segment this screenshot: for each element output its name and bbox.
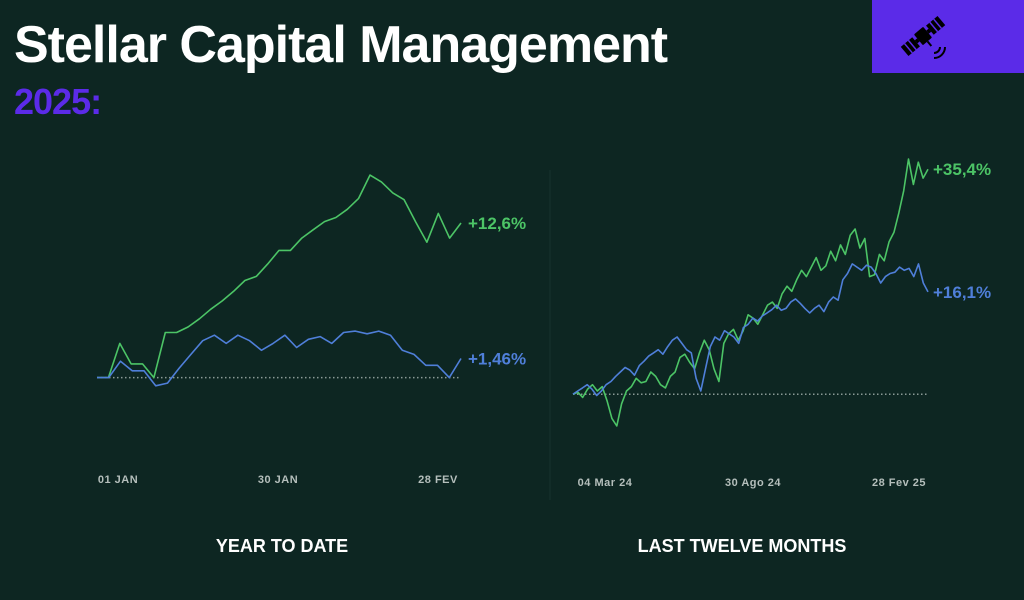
series-end-label-ytd-0: +12,6% xyxy=(468,214,526,233)
page-subtitle: 2025: xyxy=(14,81,102,122)
series-end-label-ltm-1: +16,1% xyxy=(933,283,991,302)
x-tick-label-ltm-0: 04 Mar 24 xyxy=(578,477,633,489)
brand-logo xyxy=(872,0,1024,73)
series-line-ytd-1 xyxy=(97,330,462,387)
x-tick-label-ytd-1: 30 JAN xyxy=(258,474,298,486)
x-tick-label-ytd-0: 01 JAN xyxy=(98,474,138,486)
satellite-icon xyxy=(900,15,946,59)
series-line-ltm-0 xyxy=(572,158,929,427)
series-line-ltm-1 xyxy=(572,263,929,397)
x-tick-label-ytd-2: 28 FEV xyxy=(418,474,458,486)
chart-caption-ytd: YEAR TO DATE xyxy=(215,536,349,556)
chart-caption-ltm: LAST TWELVE MONTHS xyxy=(637,536,847,556)
x-tick-label-ltm-2: 28 Fev 25 xyxy=(872,477,926,489)
series-line-ytd-0 xyxy=(97,174,462,379)
chart-ltm: +35,4% +16,1% 04 Mar 24 30 Ago 24 28 Fev 25 xyxy=(572,158,991,489)
series-end-label-ytd-1: +1,46% xyxy=(468,349,526,368)
chart-ytd: +12,6% +1,46% 01 JAN 30 JAN 28 FEV xyxy=(97,174,526,486)
x-tick-label-ltm-1: 30 Ago 24 xyxy=(725,477,781,489)
series-end-label-ltm-0: +35,4% xyxy=(933,160,991,179)
page-title: Stellar Capital Management xyxy=(14,16,668,74)
